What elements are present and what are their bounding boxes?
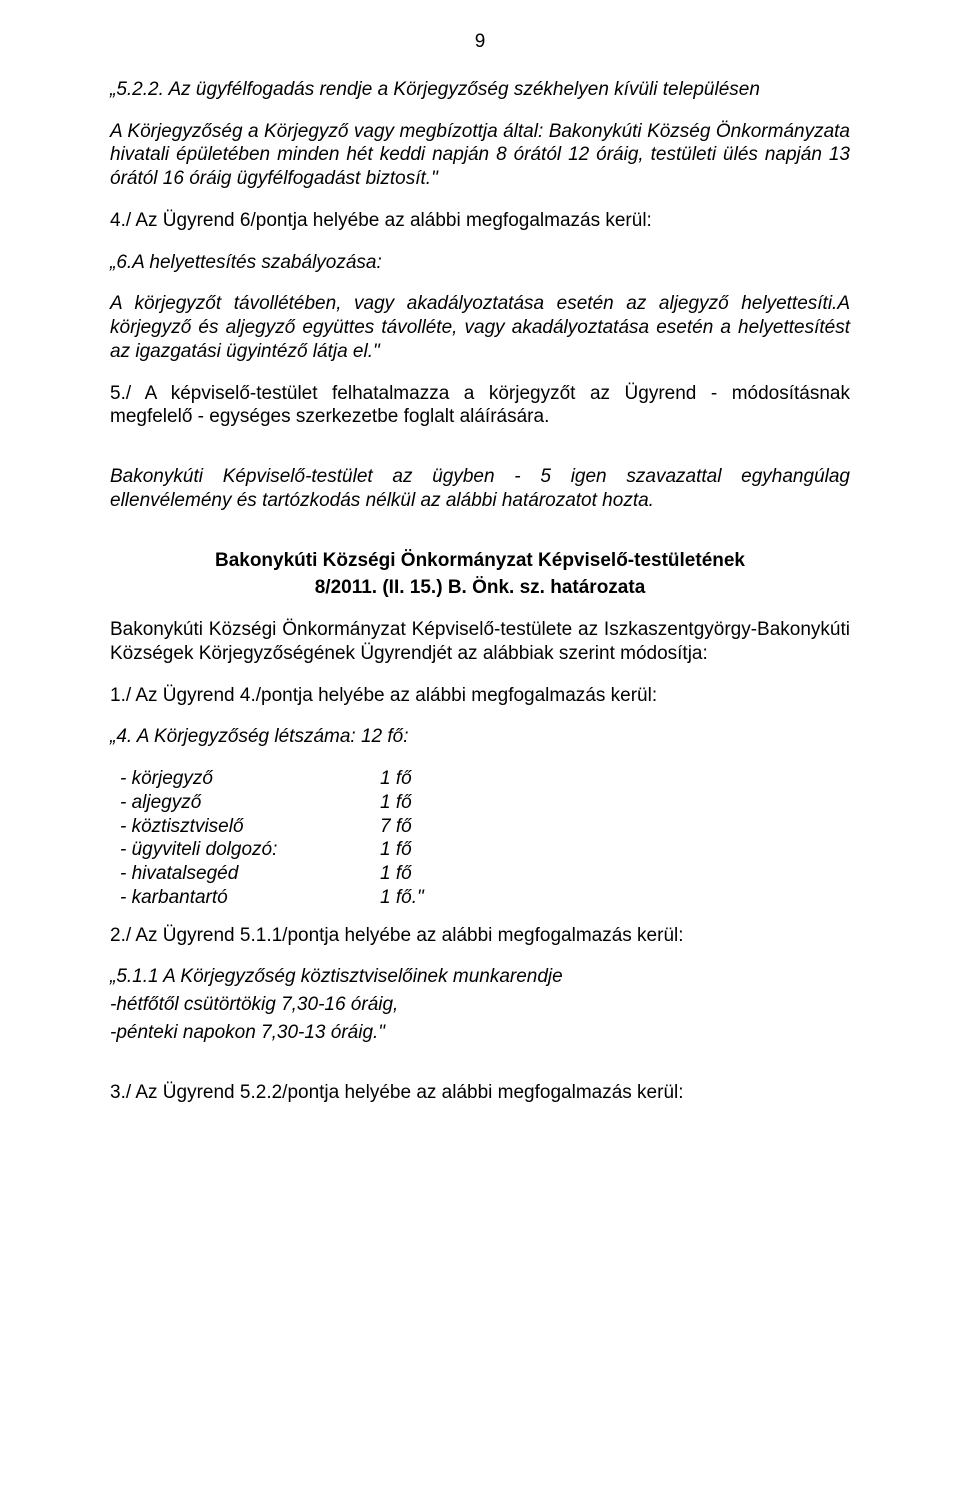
paragraph-5-auth: 5./ A képviselő-testület felhatalmazza a… (110, 382, 850, 430)
item-1-intro: 1./ Az Ügyrend 4./pontja helyébe az aláb… (110, 684, 850, 708)
staff-label: - hivatalsegéd (120, 862, 380, 886)
item-2-quote-line1: „5.1.1 A Körjegyzőség köztisztviselőinek… (110, 965, 850, 989)
staff-value: 1 fő (380, 838, 424, 862)
staff-value: 7 fő (380, 815, 424, 839)
item-2-quote-line2: -hétfőtől csütörtökig 7,30-16 óráig, (110, 993, 850, 1017)
vote-result: Bakonykúti Képviselő-testület az ügyben … (110, 465, 850, 513)
paragraph-4-intro: 4./ Az Ügyrend 6/pontja helyébe az alább… (110, 209, 850, 233)
item-2-quote-line3: -pénteki napokon 7,30-13 óráig." (110, 1021, 850, 1045)
staff-row: - hivatalsegéd 1 fő (120, 862, 424, 886)
resolution-title-line1: Bakonykúti Községi Önkormányzat Képvisel… (110, 549, 850, 573)
paragraph-6-body: A körjegyzőt távollétében, vagy akadályo… (110, 292, 850, 363)
item-1-quote-heading: „4. A Körjegyzőség létszáma: 12 fő: (110, 725, 850, 749)
staff-label: - körjegyző (120, 767, 380, 791)
staff-label: - köztisztviselő (120, 815, 380, 839)
staff-row: - aljegyző 1 fő (120, 791, 424, 815)
paragraph-6-heading: „6.A helyettesítés szabályozása: (110, 251, 850, 275)
staff-row: - köztisztviselő 7 fő (120, 815, 424, 839)
document-page: 9 „5.2.2. Az ügyfélfogadás rendje a Körj… (0, 0, 960, 1499)
staff-row: - körjegyző 1 fő (120, 767, 424, 791)
resolution-title-line2: 8/2011. (II. 15.) B. Önk. sz. határozata (110, 576, 850, 600)
staff-row: - karbantartó 1 fő." (120, 886, 424, 910)
staff-label: - aljegyző (120, 791, 380, 815)
staff-value: 1 fő (380, 767, 424, 791)
item-3-intro: 3./ Az Ügyrend 5.2.2/pontja helyébe az a… (110, 1081, 850, 1105)
paragraph-5-2-2-heading: „5.2.2. Az ügyfélfogadás rendje a Körjeg… (110, 78, 850, 102)
staff-label: - ügyviteli dolgozó: (120, 838, 380, 862)
staff-value: 1 fő (380, 862, 424, 886)
item-2-intro: 2./ Az Ügyrend 5.1.1/pontja helyébe az a… (110, 924, 850, 948)
resolution-intro: Bakonykúti Községi Önkormányzat Képvisel… (110, 618, 850, 666)
page-number: 9 (110, 30, 850, 54)
staff-value: 1 fő (380, 791, 424, 815)
staff-value: 1 fő." (380, 886, 424, 910)
staff-label: - karbantartó (120, 886, 380, 910)
staff-table: - körjegyző 1 fő - aljegyző 1 fő - közti… (120, 767, 424, 910)
paragraph-5-2-2-body: A Körjegyzőség a Körjegyző vagy megbízot… (110, 120, 850, 191)
staff-row: - ügyviteli dolgozó: 1 fő (120, 838, 424, 862)
